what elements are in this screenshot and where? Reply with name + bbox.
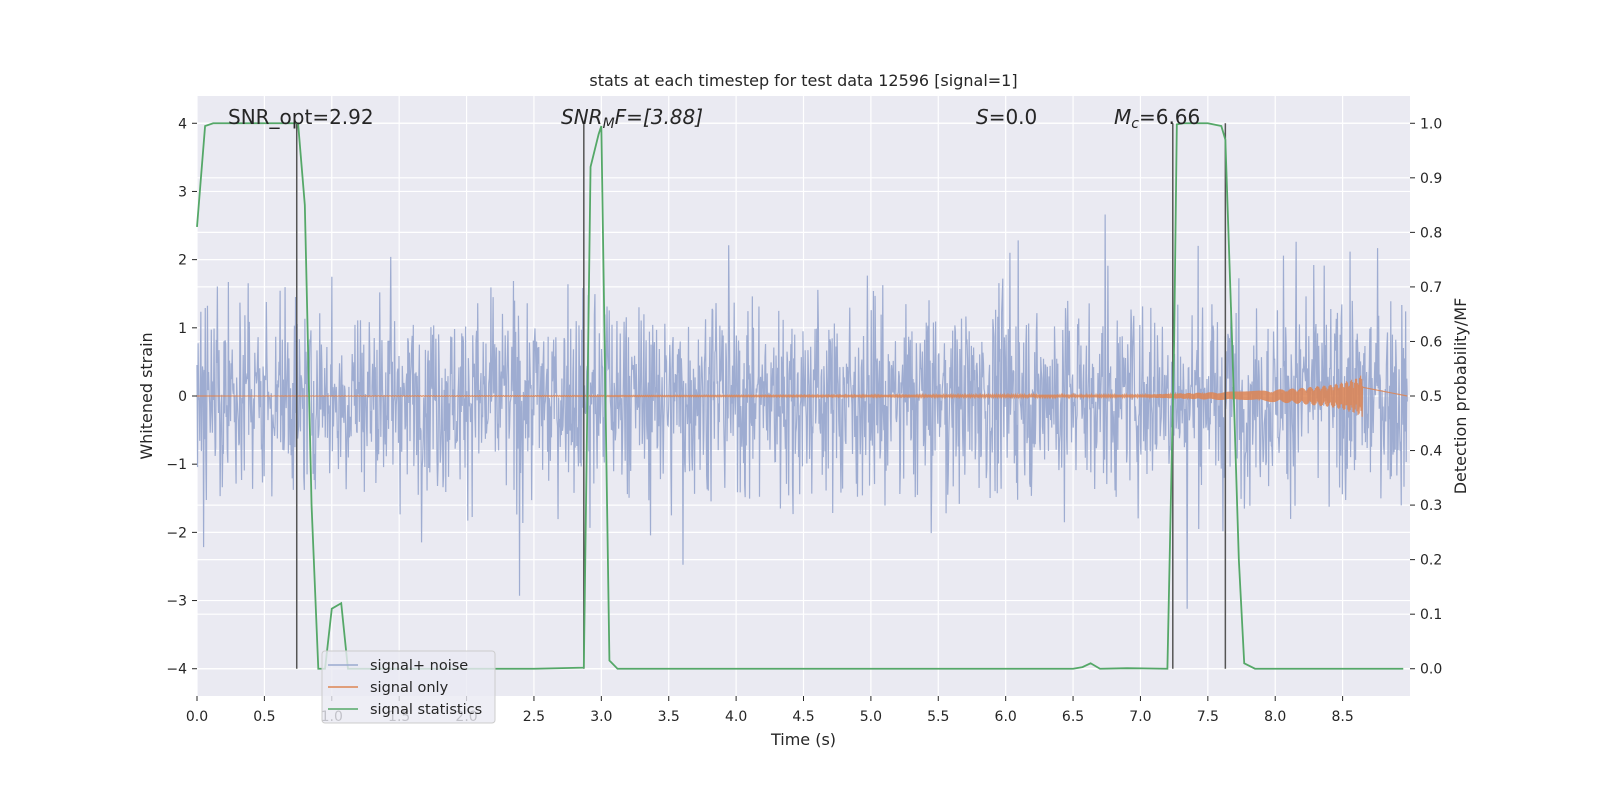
x-tick-label: 3.0 (590, 709, 612, 725)
y2-tick-label: 0.7 (1420, 280, 1442, 296)
y-tick-label: −3 (166, 594, 187, 610)
legend-label-signal-statistics: signal statistics (370, 702, 482, 718)
y2-tick-label: 0.6 (1420, 334, 1442, 350)
x-tick-label: 5.5 (927, 709, 949, 725)
x-tick-label: 8.5 (1331, 709, 1353, 725)
vertical-markers (295, 123, 1227, 669)
x-tick-label: 0.5 (253, 709, 275, 725)
y-tick-label: 0 (178, 389, 187, 405)
annotation-mc-base: M (1114, 105, 1131, 129)
y-axis-ticks: −4 −3 −2 −1 0 1 2 3 4 (166, 116, 197, 678)
x-axis-label: Time (s) (770, 730, 836, 749)
legend-label-signal-only: signal only (370, 680, 449, 696)
signal-trace (197, 375, 1408, 417)
x-tick-label: 0.0 (186, 709, 208, 725)
y2-tick-label: 1.0 (1420, 116, 1442, 132)
annotation-s: S=0.0 (976, 105, 1037, 129)
legend-label-signal-plus-noise: signal+ noise (370, 658, 468, 674)
y-tick-label: 4 (178, 116, 187, 132)
series-signal-only (197, 375, 1408, 417)
annotation-s-val: =0.0 (989, 105, 1038, 129)
x-tick-label: 8.0 (1264, 709, 1286, 725)
annotation-mc-sub: c (1131, 116, 1139, 132)
y2-tick-label: 0.5 (1420, 389, 1442, 405)
chart-title: stats at each timestep for test data 125… (589, 71, 1017, 90)
x-tick-label: 5.0 (860, 709, 882, 725)
annotation-snr-mf-sub: M (603, 116, 615, 132)
annotation-snr-mf-base: SNR (561, 105, 603, 129)
annotation-snr-opt: SNR_opt=2.92 (228, 105, 374, 129)
x-tick-label: 7.0 (1129, 709, 1151, 725)
y-tick-label: −4 (166, 662, 187, 678)
x-tick-label: 3.5 (658, 709, 680, 725)
x-tick-label: 6.5 (1062, 709, 1084, 725)
annotation-mc: Mc=6.66 (1114, 105, 1200, 132)
y2-tick-label: 0.8 (1420, 225, 1442, 241)
y2-axis-ticks: 0.0 0.1 0.2 0.3 0.4 0.5 0.6 0.7 0.8 0.9 1.0 (1410, 116, 1442, 678)
y-tick-label: 3 (178, 184, 187, 200)
y2-tick-label: 0.4 (1420, 444, 1442, 460)
y2-axis-label: Detection probability/MF (1451, 298, 1470, 495)
annotation-snr-mf-tail-f: F=[3.88] (615, 105, 703, 129)
x-tick-label: 4.0 (725, 709, 747, 725)
y2-tick-label: 0.2 (1420, 553, 1442, 569)
series-signal-plus-noise (196, 214, 1408, 609)
y2-tick-label: 0.0 (1420, 662, 1442, 678)
x-tick-label: 4.5 (792, 709, 814, 725)
noise-trace (196, 214, 1408, 609)
y2-tick-label: 0.3 (1420, 498, 1442, 514)
legend-box (321, 650, 496, 724)
x-tick-label: 7.5 (1197, 709, 1219, 725)
y-tick-label: 1 (178, 321, 187, 337)
y-tick-label: −2 (166, 525, 187, 541)
x-tick-label: 2.5 (523, 709, 545, 725)
series-signal-statistics (196, 122, 1404, 670)
y-tick-label: 2 (178, 253, 187, 269)
y-axis-label: Whitened strain (137, 332, 156, 459)
statistics-trace (196, 122, 1404, 670)
legend: signal+ noise signal only signal statist… (321, 650, 496, 724)
annotation-mc-val: =6.66 (1139, 105, 1200, 129)
x-tick-label: 6.0 (995, 709, 1017, 725)
annotation-s-var: S (976, 105, 989, 129)
annotation-snr-mf: SNRMF=[3.88] (561, 105, 703, 132)
y-tick-label: −1 (166, 457, 187, 473)
y2-tick-label: 0.1 (1420, 607, 1442, 623)
y2-tick-label: 0.9 (1420, 171, 1442, 187)
